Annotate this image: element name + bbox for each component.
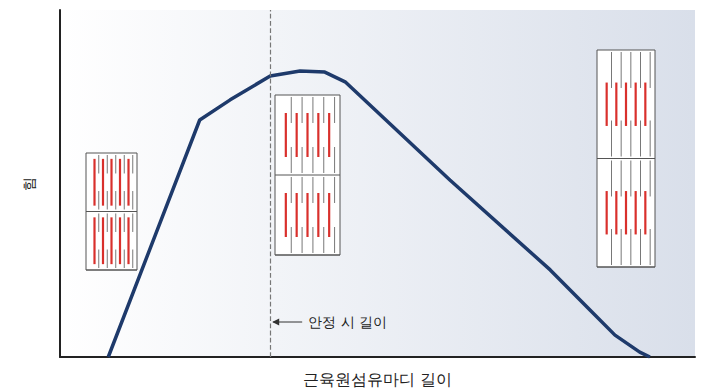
svg-text:근육원섬유마디 길이: 근육원섬유마디 길이 — [303, 370, 452, 389]
svg-text:힘: 힘 — [21, 177, 37, 191]
svg-text:안정 시 길이: 안정 시 길이 — [308, 314, 387, 330]
